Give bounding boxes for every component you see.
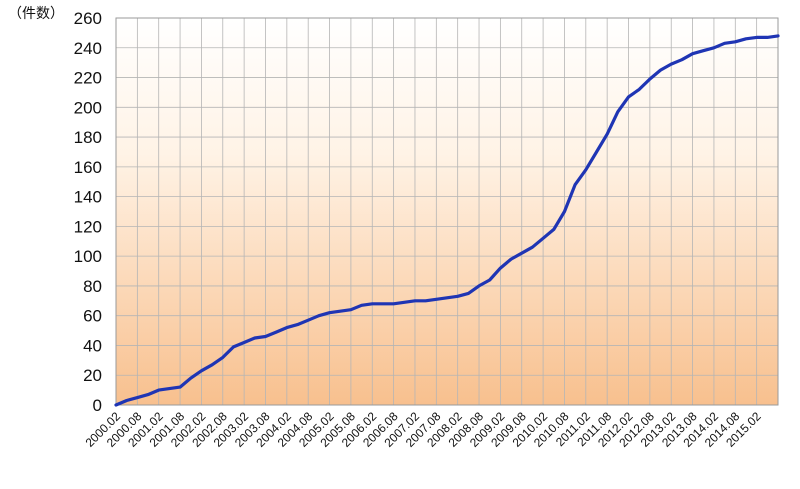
y-tick-label: 240 <box>74 39 102 58</box>
y-tick-label: 40 <box>83 336 102 355</box>
y-tick-label: 80 <box>83 277 102 296</box>
y-tick-label: 0 <box>93 396 102 415</box>
y-tick-label: 20 <box>83 366 102 385</box>
plot-area <box>116 18 778 405</box>
y-tick-label: 180 <box>74 128 102 147</box>
y-tick-label: 100 <box>74 247 102 266</box>
series-group <box>114 34 780 407</box>
y-tick-label: 60 <box>83 307 102 326</box>
y-tick-label: 120 <box>74 217 102 236</box>
y-tick-label: 220 <box>74 69 102 88</box>
x-axis-ticks: 2000.022000.082001.022001.082002.022002.… <box>83 409 764 450</box>
y-tick-label: 200 <box>74 98 102 117</box>
series-line <box>114 34 780 407</box>
y-axis-ticks: 0 20 40 60 80 100 120 140 160 180 200 220 240 260 <box>74 9 102 415</box>
plot-frame <box>115 17 779 406</box>
y-tick-label: 160 <box>74 158 102 177</box>
y-tick-label: 140 <box>74 188 102 207</box>
y-tick-label: 260 <box>74 9 102 28</box>
y-axis-unit-label: （件数） <box>8 5 64 21</box>
